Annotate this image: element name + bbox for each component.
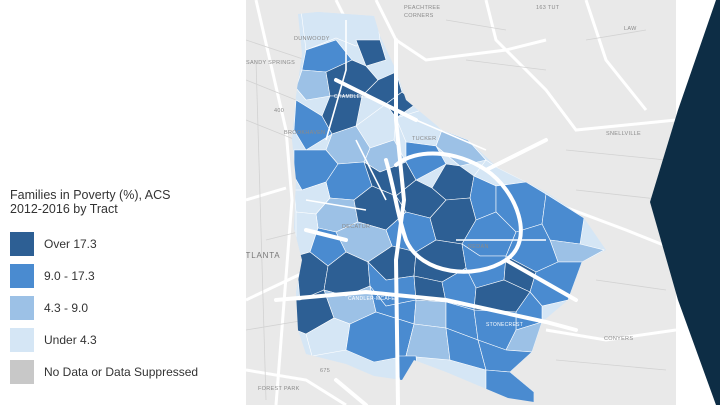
legend-swatch <box>10 328 34 352</box>
basemap-roads <box>246 0 676 405</box>
road-label-400: 400 <box>274 108 284 114</box>
legend-item-9-17: 9.0 - 17.3 <box>10 260 240 292</box>
legend-item-under-4: Under 4.3 <box>10 324 240 356</box>
legend-title-line-2: 2012-2016 by Tract <box>10 202 118 216</box>
legend-swatch <box>10 264 34 288</box>
legend-label: Over 17.3 <box>44 237 97 251</box>
place-label-chamblee: CHAMBLEE <box>334 94 364 100</box>
census-tracts <box>292 12 606 402</box>
place-label-candler: CANDLER-MCAFEE <box>348 296 399 302</box>
legend-label: 9.0 - 17.3 <box>44 269 95 283</box>
legend-item-no-data: No Data or Data Suppressed <box>10 356 240 388</box>
place-label-forest-park: FOREST PARK <box>258 386 300 392</box>
choropleth-map: PEACHTREE CORNERS 163 TUT LAW DUNWOODY S… <box>246 0 676 405</box>
legend-swatch <box>10 360 34 384</box>
place-label-snellville: SNELLVILLE <box>606 131 641 137</box>
legend-label: No Data or Data Suppressed <box>44 365 199 379</box>
legend-item-4-9: 4.3 - 9.0 <box>10 292 240 324</box>
place-label-sandy-springs: SANDY SPRINGS <box>246 60 295 66</box>
place-label-tucker: TUCKER <box>412 136 436 142</box>
place-label-lawrenceville: LAW <box>624 26 637 32</box>
legend-title-line-1: Families in Poverty (%), ACS <box>10 188 171 202</box>
place-label-corners: CORNERS <box>404 13 434 19</box>
place-label-redan: REDAN <box>468 244 489 250</box>
place-label-decatur: DECATUR <box>342 224 370 230</box>
minor-roads-overlay <box>305 20 546 241</box>
place-label-atlanta: ATLANTA <box>246 251 280 260</box>
highways <box>274 38 578 405</box>
legend-label: Under 4.3 <box>44 333 97 347</box>
place-label-peachtree: PEACHTREE <box>404 5 440 11</box>
place-label-stonecrest: STONECREST <box>486 322 523 328</box>
legend-swatch <box>10 232 34 256</box>
legend-item-over-17: Over 17.3 <box>10 228 240 260</box>
legend-label: 4.3 - 9.0 <box>44 301 89 315</box>
road-label-675: 675 <box>320 368 330 374</box>
decorative-chevron-panel <box>650 0 720 405</box>
map-svg: PEACHTREE CORNERS 163 TUT LAW DUNWOODY S… <box>246 0 676 405</box>
basemap-minor-roads <box>246 19 667 401</box>
place-label-brookhaven: BROOKHAVEN <box>284 130 325 136</box>
place-label-dunwoody: DUNWOODY <box>294 36 330 42</box>
place-label-conyers: CONYERS <box>604 336 633 342</box>
road-label-us29: 163 TUT <box>536 5 560 11</box>
legend-swatch <box>10 296 34 320</box>
legend-title: Families in Poverty (%), ACS 2012-2016 b… <box>10 188 240 216</box>
map-legend: Families in Poverty (%), ACS 2012-2016 b… <box>10 188 240 388</box>
